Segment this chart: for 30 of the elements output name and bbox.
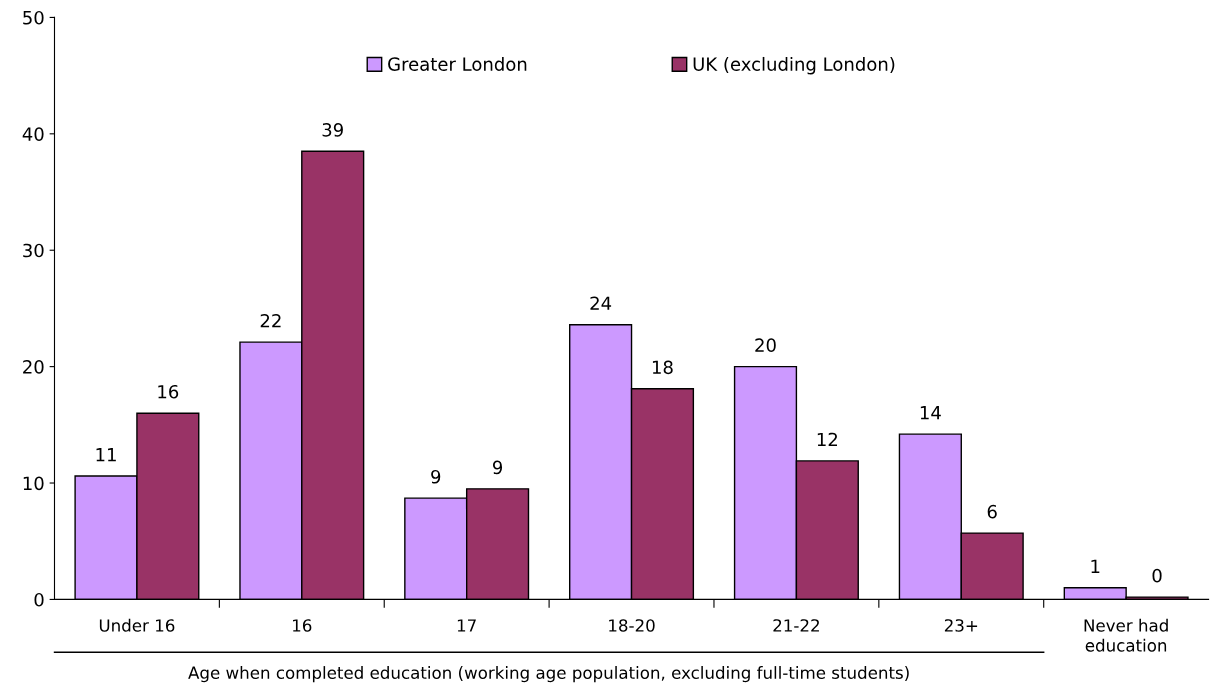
data-label: 20 — [755, 338, 776, 353]
x-tick-label: 23+ — [944, 619, 978, 632]
y-tick-label: 40 — [22, 127, 44, 141]
x-tick-label: 18-20 — [609, 619, 655, 632]
legend-label: UK (excluding London) — [693, 56, 895, 75]
x-axis-title: Age when completed education (working age population, excluding full-time students) — [188, 666, 909, 683]
data-label: 22 — [260, 313, 281, 328]
x-tick-label: 17 — [457, 619, 476, 632]
x-tick-label: Under 16 — [99, 618, 175, 632]
y-tick-label: 0 — [34, 592, 44, 607]
x-tick-label: 21-22 — [773, 619, 819, 632]
data-label: 1 — [1091, 559, 1100, 573]
data-label: 0 — [1152, 568, 1162, 583]
y-tick-label: 30 — [23, 243, 44, 258]
data-label: 9 — [492, 460, 503, 475]
data-label: 18 — [652, 360, 673, 375]
y-tick-label: 50 — [23, 10, 44, 25]
data-label: 24 — [590, 296, 612, 310]
data-label: 12 — [817, 432, 837, 447]
data-label: 6 — [987, 504, 997, 519]
data-label: 14 — [920, 406, 941, 420]
x-tick-label: Never had education — [1084, 618, 1168, 652]
data-label: 9 — [431, 469, 441, 484]
data-label: 11 — [96, 448, 116, 462]
legend-label: Greater London — [388, 56, 527, 71]
data-label: 39 — [322, 123, 343, 137]
y-tick-label: 10 — [23, 476, 44, 491]
data-label: 16 — [158, 384, 179, 399]
x-tick-label: 16 — [293, 619, 312, 632]
y-tick-label: 20 — [23, 360, 44, 374]
